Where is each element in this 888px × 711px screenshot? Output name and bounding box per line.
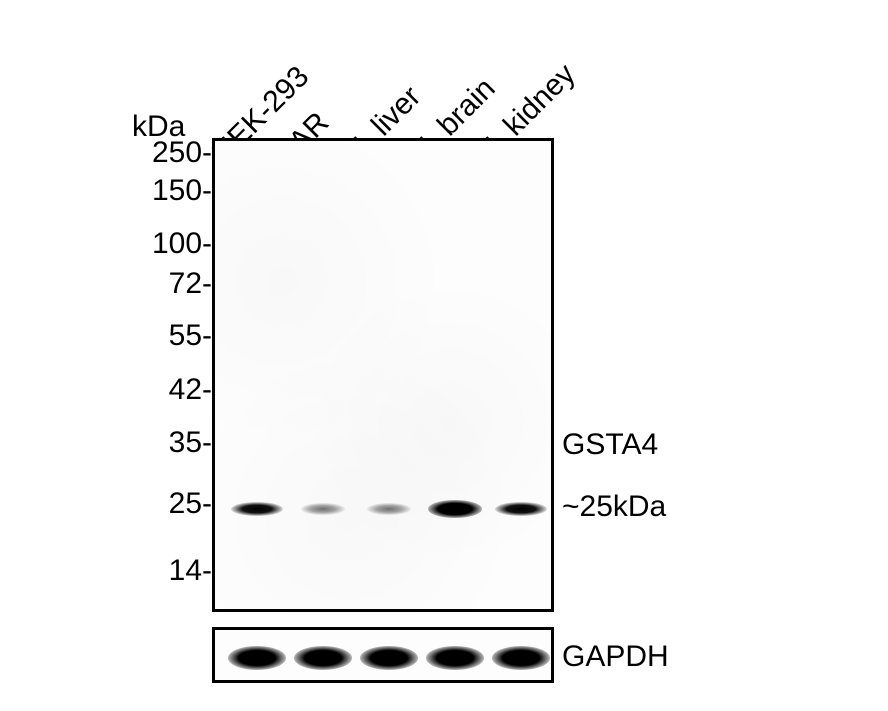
band-loading — [360, 646, 418, 670]
ladder-mark: 250- — [0, 136, 212, 170]
ladder-mark: 42- — [0, 373, 212, 407]
ladder-mark: 72- — [0, 267, 212, 301]
figure-root: kDa 250-150-100-72-55-42-35-25-14- HEK-2… — [0, 0, 888, 711]
band-target — [231, 502, 283, 516]
label-protein: GSTA4 — [562, 428, 658, 462]
band-target — [367, 503, 411, 514]
blot-main-membrane — [212, 138, 554, 612]
band-loading — [426, 646, 484, 670]
band-loading — [228, 646, 286, 670]
label-loading: GAPDH — [562, 640, 669, 674]
band-target — [428, 500, 483, 518]
ladder-mark: 100- — [0, 227, 212, 261]
blot-noise — [215, 141, 551, 609]
band-target — [301, 503, 345, 514]
ladder-mark: 150- — [0, 174, 212, 208]
blot-loading-membrane — [212, 627, 554, 683]
label-mw: ~25kDa — [562, 490, 666, 524]
band-target — [495, 502, 547, 516]
ladder-mark: 35- — [0, 426, 212, 460]
band-loading — [492, 646, 550, 670]
band-loading — [294, 646, 352, 670]
ladder-mark: 14- — [0, 554, 212, 588]
ladder-mark: 25- — [0, 487, 212, 521]
ladder-mark: 55- — [0, 319, 212, 353]
